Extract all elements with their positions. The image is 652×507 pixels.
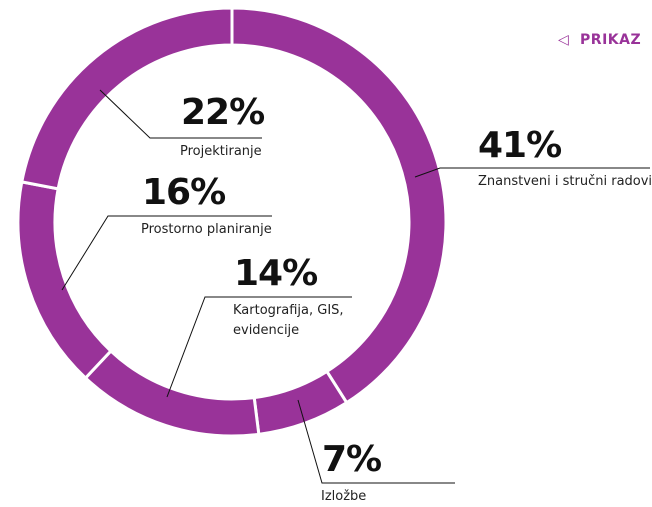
triangle-icon: ◁ <box>558 32 570 48</box>
value-label: 16% <box>142 172 226 213</box>
leader-line <box>297 399 455 484</box>
value-label: 7% <box>322 439 382 480</box>
leader-line <box>414 167 650 178</box>
leader-line <box>99 89 262 139</box>
value-label: 41% <box>478 125 562 166</box>
category-label: Znanstveni i stručni radovi <box>478 174 652 189</box>
category-label: Kartografija, GIS, evidencije <box>233 303 344 338</box>
donut-segment <box>252 369 349 436</box>
category-label: Izložbe <box>321 489 367 504</box>
view-button[interactable]: ◁ PRIKAZ <box>558 32 641 48</box>
value-label: 14% <box>234 253 318 294</box>
leader-line <box>61 215 272 291</box>
category-label: Prostorno planiranje <box>141 222 272 237</box>
leader-line <box>166 296 352 398</box>
donut-segment <box>16 180 113 381</box>
donut-segment <box>83 348 261 438</box>
category-label: Projektiranje <box>180 144 262 159</box>
value-label: 22% <box>181 92 265 133</box>
donut-segment <box>20 6 234 191</box>
button-label: PRIKAZ <box>580 32 642 48</box>
donut-segment <box>230 6 448 405</box>
